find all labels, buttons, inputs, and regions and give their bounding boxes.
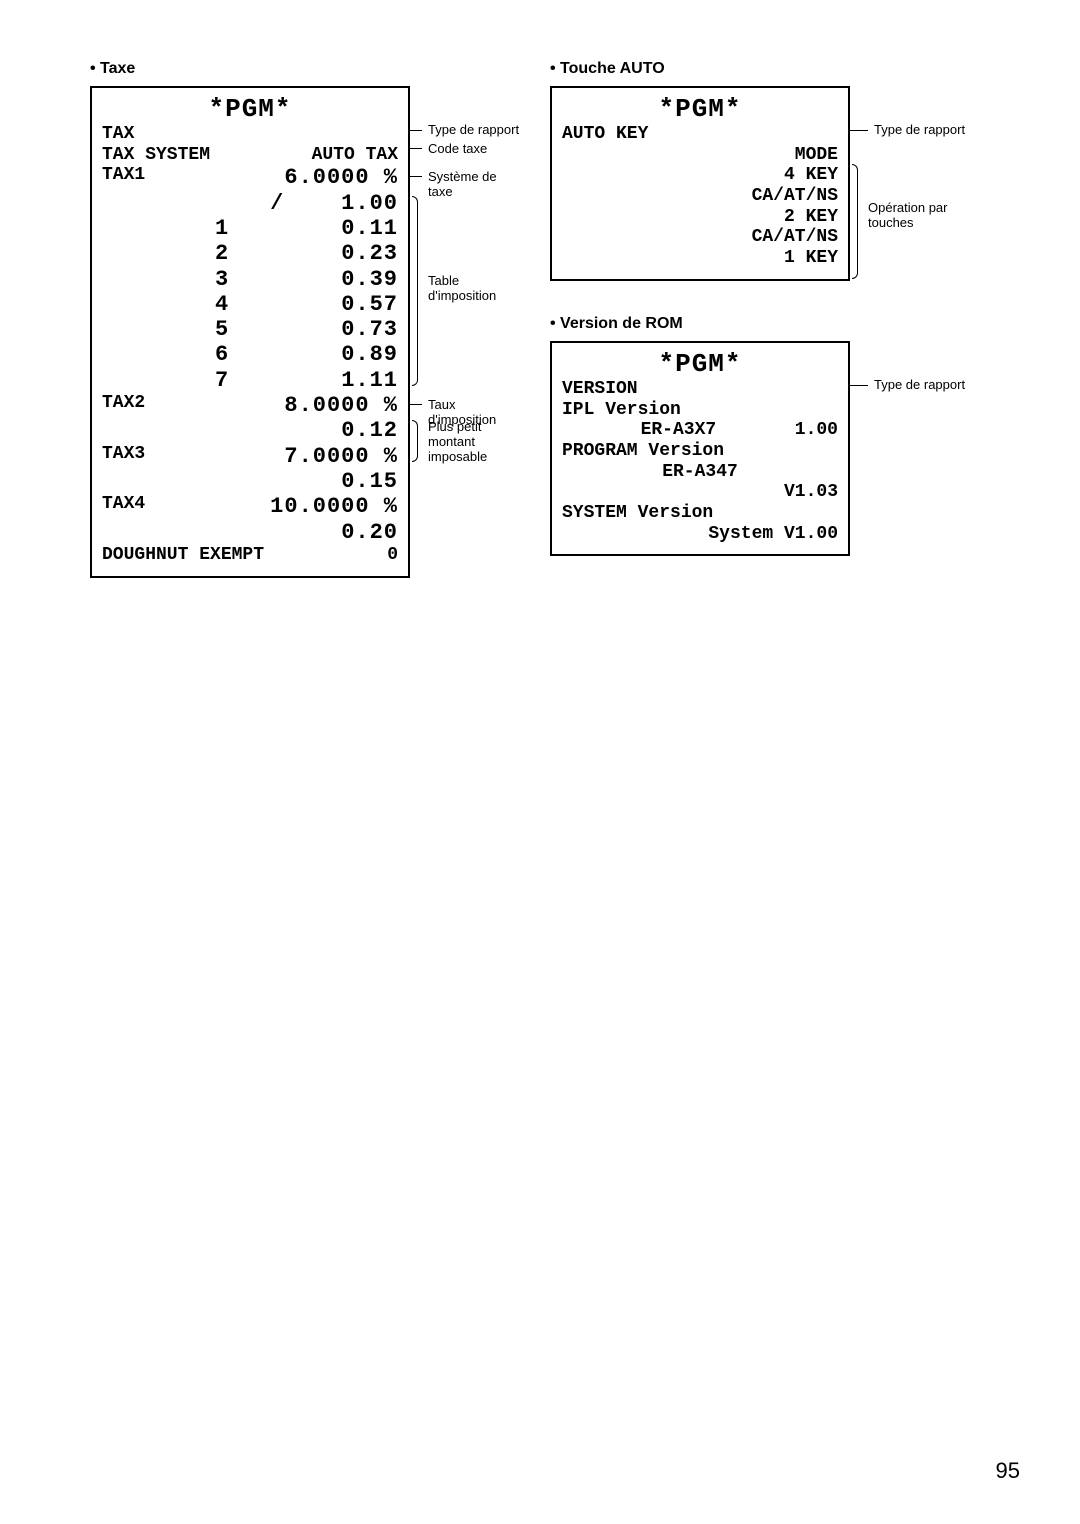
- annot-table-imposition: Table d'imposition: [428, 274, 520, 304]
- brace-table: [412, 196, 418, 386]
- receipt-row: CA/AT/NS: [562, 186, 838, 207]
- receipt-row: ER-A347: [562, 462, 838, 483]
- receipt-row: VERSION: [562, 379, 838, 400]
- receipt-row: 50.73: [102, 317, 398, 342]
- autokey-receipt: *PGM* AUTO KEYMODE4 KEYCA/AT/NS2 KEYCA/A…: [550, 86, 850, 281]
- receipt-row: 30.39: [102, 267, 398, 292]
- annot-operation: Opération par touches: [868, 201, 958, 231]
- tick: [410, 176, 422, 177]
- receipt-row: PROGRAM Version: [562, 441, 838, 462]
- page: • Taxe *PGM* TAXTAX SYSTEMAUTO TAXTAX16.…: [0, 0, 1080, 578]
- taxe-body: TAXTAX SYSTEMAUTO TAXTAX16.0000 %/ 1.001…: [102, 124, 398, 566]
- annot-plus-petit: Plus petit montant imposable: [428, 420, 508, 465]
- receipt-row: IPL Version: [562, 400, 838, 421]
- receipt-row: CA/AT/NS: [562, 227, 838, 248]
- receipt-row: 20.23: [102, 241, 398, 266]
- annot-type-rapport: Type de rapport: [874, 123, 965, 138]
- receipt-row: 10.11: [102, 216, 398, 241]
- taxe-wrap: *PGM* TAXTAX SYSTEMAUTO TAXTAX16.0000 %/…: [90, 86, 520, 578]
- receipt-row: 4 KEY: [562, 165, 838, 186]
- autokey-wrap: *PGM* AUTO KEYMODE4 KEYCA/AT/NS2 KEYCA/A…: [550, 86, 1000, 281]
- receipt-row: TAX28.0000 %: [102, 393, 398, 418]
- columns: • Taxe *PGM* TAXTAX SYSTEMAUTO TAXTAX16.…: [90, 60, 1020, 578]
- receipt-row: 60.89: [102, 342, 398, 367]
- receipt-row: 1 KEY: [562, 248, 838, 269]
- receipt-row: TAX SYSTEMAUTO TAX: [102, 145, 398, 166]
- tick: [410, 404, 422, 405]
- page-number: 95: [996, 1458, 1020, 1484]
- autokey-header: *PGM*: [562, 94, 838, 124]
- version-wrap: *PGM* VERSIONIPL VersionER-A3X71.00PROGR…: [550, 341, 1000, 557]
- receipt-row: TAX: [102, 124, 398, 145]
- taxe-receipt: *PGM* TAXTAX SYSTEMAUTO TAXTAX16.0000 %/…: [90, 86, 410, 578]
- right-column: • Touche AUTO *PGM* AUTO KEYMODE4 KEYCA/…: [550, 60, 1000, 578]
- receipt-row: TAX37.0000 %: [102, 444, 398, 469]
- left-column: • Taxe *PGM* TAXTAX SYSTEMAUTO TAXTAX16.…: [90, 60, 520, 578]
- receipt-row: SYSTEM Version: [562, 503, 838, 524]
- receipt-row: TAX410.0000 %: [102, 494, 398, 519]
- taxe-header: *PGM*: [102, 94, 398, 124]
- brace-operation: [852, 164, 858, 279]
- receipt-row: 0.20: [102, 520, 398, 545]
- receipt-row: DOUGHNUT EXEMPT0: [102, 545, 398, 566]
- annot-type-rapport: Type de rapport: [874, 378, 965, 393]
- annot-code-taxe: Code taxe: [428, 142, 487, 157]
- version-header: *PGM*: [562, 349, 838, 379]
- receipt-row: 2 KEY: [562, 207, 838, 228]
- receipt-row: 40.57: [102, 292, 398, 317]
- receipt-row: / 1.00: [102, 191, 398, 216]
- receipt-row: 71.11: [102, 368, 398, 393]
- annot-text: Table d'imposition: [428, 273, 496, 303]
- version-receipt: *PGM* VERSIONIPL VersionER-A3X71.00PROGR…: [550, 341, 850, 557]
- autokey-body: AUTO KEYMODE4 KEYCA/AT/NS2 KEYCA/AT/NS1 …: [562, 124, 838, 269]
- receipt-row: 0.12: [102, 418, 398, 443]
- taxe-title: • Taxe: [90, 60, 520, 78]
- receipt-row: TAX16.0000 %: [102, 165, 398, 190]
- version-title: • Version de ROM: [550, 315, 1000, 333]
- receipt-row: ER-A3X71.00: [562, 420, 838, 441]
- receipt-row: AUTO KEY: [562, 124, 838, 145]
- brace-petit: [412, 420, 418, 462]
- annot-type-rapport: Type de rapport: [428, 123, 519, 138]
- annot-systeme-taxe: Système de taxe: [428, 170, 520, 200]
- autokey-title: • Touche AUTO: [550, 60, 1000, 78]
- receipt-row: 0.15: [102, 469, 398, 494]
- receipt-row: MODE: [562, 145, 838, 166]
- tick: [850, 130, 868, 131]
- receipt-row: System V1.00: [562, 524, 838, 545]
- tick: [410, 148, 422, 149]
- version-body: VERSIONIPL VersionER-A3X71.00PROGRAM Ver…: [562, 379, 838, 545]
- tick: [850, 385, 868, 386]
- receipt-row: V1.03: [562, 482, 838, 503]
- tick: [410, 130, 422, 131]
